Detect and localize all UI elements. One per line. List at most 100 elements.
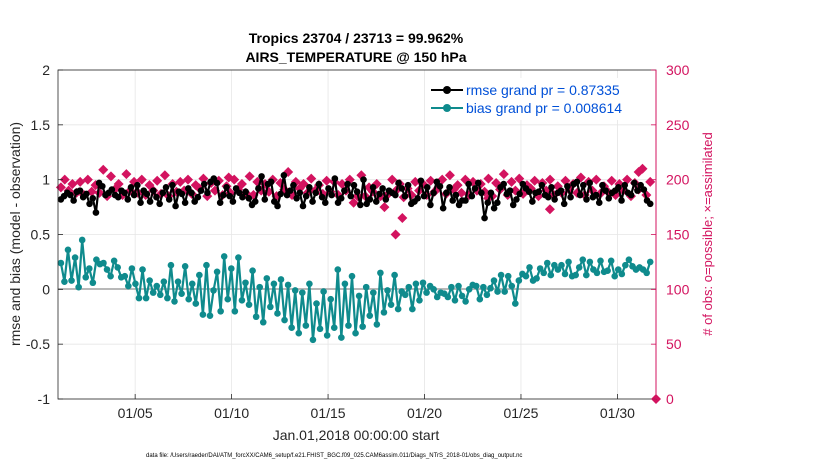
obs-assimilated-marker [321, 175, 332, 186]
bias-point [281, 316, 288, 324]
bias-point [483, 291, 491, 299]
legend-box [430, 78, 644, 120]
bias-point [508, 282, 516, 290]
rmse-point [551, 196, 558, 203]
bias-point [597, 257, 604, 265]
rmse-point [398, 185, 406, 192]
bias-point [430, 286, 437, 293]
rmse-point [627, 191, 635, 199]
rmse-point [200, 180, 208, 188]
bias-point [646, 258, 654, 266]
bias-point [110, 257, 118, 265]
bias-point [210, 287, 217, 294]
obs-assimilated-marker [390, 229, 401, 240]
bias-point [220, 253, 228, 260]
x-tick-label: 01/10 [214, 405, 249, 421]
bias-point [501, 288, 508, 295]
rmse-point [299, 202, 307, 210]
bias-point [146, 277, 153, 284]
y-right-tick-label: 150 [666, 227, 690, 243]
obs-assimilated-marker [387, 174, 398, 185]
obs-assimilated-marker [506, 176, 517, 187]
rmse-point [229, 198, 237, 205]
rmse-point [277, 190, 284, 198]
rmse-point [344, 180, 351, 188]
rmse-point [646, 200, 654, 208]
rmse-point [337, 195, 345, 202]
rmse-point [143, 190, 151, 198]
rmse-point [306, 184, 313, 191]
bias-point [100, 259, 107, 267]
rmse-point [267, 178, 275, 186]
rmse-point [124, 196, 132, 203]
bias-point [125, 282, 132, 290]
rmse-point [318, 193, 326, 201]
rmse-point [567, 193, 574, 201]
bias-point [373, 321, 381, 328]
rmse-point [513, 196, 520, 203]
rmse-point [379, 185, 386, 192]
bias-point [291, 287, 299, 294]
obs-assimilated-marker [175, 176, 186, 187]
bias-point [78, 236, 86, 244]
bias-point [458, 292, 466, 300]
rmse-point [372, 198, 380, 205]
rmse-point [494, 199, 501, 206]
rmse-point [83, 190, 90, 198]
bias-point [370, 289, 377, 296]
rmse-point [634, 187, 641, 194]
rmse-point [506, 187, 514, 194]
tick-layer: 01/05 01/10 01/15 01/20 01/25 01/30 -1 -0.5 0 0.5… [26, 62, 690, 421]
chart-title-line2: AIRS_TEMPERATURE @ 150 hPa [245, 49, 466, 65]
rmse-point [417, 177, 425, 185]
obs-assimilated-marker [159, 170, 170, 181]
bias-point [231, 307, 239, 315]
bias-point [316, 325, 324, 333]
obs-assimilated-marker [298, 179, 309, 190]
obs-assimilated-marker [591, 174, 602, 185]
rmse-point [583, 196, 590, 203]
bias-point [181, 263, 189, 270]
bias-point [288, 324, 295, 332]
bias-point [526, 264, 533, 271]
bias-point [384, 287, 391, 294]
bias-point [554, 266, 562, 273]
rmse-point [471, 185, 479, 192]
rmse-point [353, 188, 361, 196]
rmse-point [181, 199, 189, 206]
y-axis-label-left: rmse and bias (model - observation) [7, 122, 23, 346]
bias-point [227, 265, 235, 272]
rmse-point [529, 198, 536, 205]
bias-point [586, 258, 594, 266]
obs-assimilated-marker [483, 173, 494, 184]
series-layer [55, 163, 661, 404]
rmse-point [468, 192, 476, 200]
bias-point [178, 290, 185, 298]
y-left-tick-label: 1.5 [31, 117, 51, 133]
rmse-point [487, 189, 495, 197]
bias-point [192, 300, 200, 307]
rmse-point [478, 189, 485, 197]
rmse-point [357, 201, 364, 209]
obs-assimilated-marker [606, 175, 617, 186]
rmse-point [290, 181, 297, 189]
obs-assimilated-marker [59, 174, 70, 185]
bias-point [579, 256, 587, 264]
y-left-tick-label: 0.5 [31, 227, 51, 243]
rmse-point [439, 204, 447, 212]
y-right-tick-label: 300 [666, 62, 690, 78]
bias-point [242, 279, 249, 287]
bias-point [61, 278, 68, 285]
obs-assimilated-marker [244, 171, 255, 182]
bias-point [338, 334, 345, 341]
rmse-point [255, 185, 262, 192]
obs-assimilated-marker [444, 170, 455, 181]
bias-point [274, 310, 281, 317]
bias-point [593, 269, 601, 277]
bias-point [419, 279, 427, 287]
rmse-point [586, 179, 593, 187]
rmse-point [599, 181, 606, 189]
rmse-point [245, 195, 253, 202]
legend-rmse-label: rmse grand pr = 0.87335 [466, 82, 620, 98]
x-tick-label: 01/25 [503, 405, 538, 421]
